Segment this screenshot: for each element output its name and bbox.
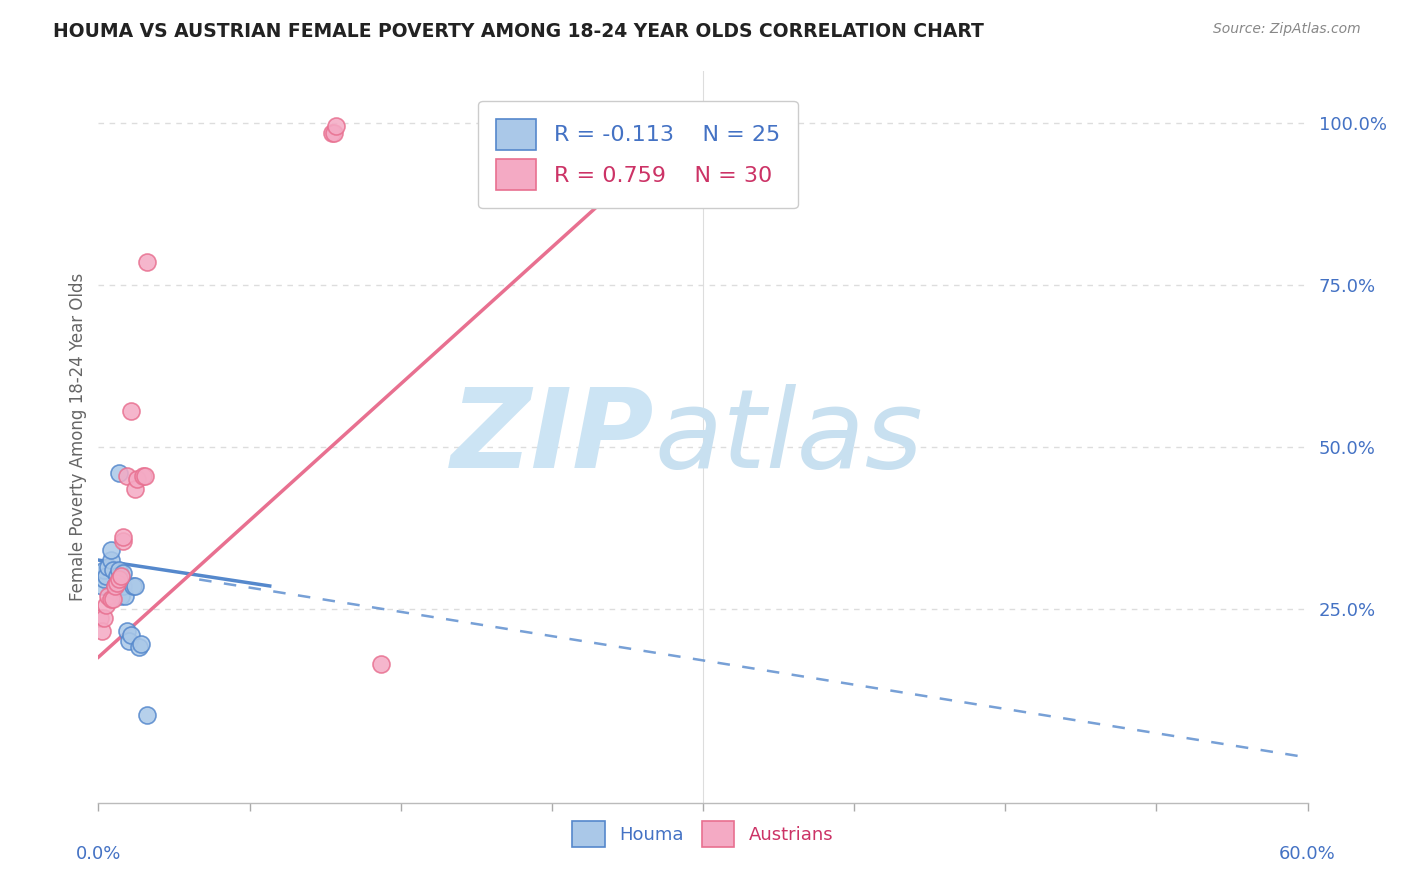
Point (96, 569, 118, 583)
Text: 60.0%: 60.0% (1279, 845, 1336, 863)
Text: HOUMA VS AUSTRIAN FEMALE POVERTY AMONG 18-24 YEAR OLDS CORRELATION CHART: HOUMA VS AUSTRIAN FEMALE POVERTY AMONG 1… (53, 22, 984, 41)
Point (100, 543, 122, 558)
Point (128, 640, 150, 655)
Point (125, 472, 148, 486)
Point (121, 579, 143, 593)
Point (114, 589, 136, 603)
Y-axis label: Female Poverty Among 18-24 Year Olds: Female Poverty Among 18-24 Year Olds (69, 273, 87, 601)
Point (101, 591, 124, 606)
Point (97, 559, 120, 574)
Point (111, 533, 134, 548)
Point (91, 579, 114, 593)
Point (111, 566, 134, 580)
Point (107, 466, 129, 480)
Point (100, 553, 122, 567)
Point (96, 599, 118, 613)
Point (103, 579, 125, 593)
Text: atlas: atlas (655, 384, 924, 491)
Point (93, 563, 115, 577)
Point (321, 126, 343, 140)
Point (103, 579, 125, 593)
Point (120, 404, 142, 418)
Point (101, 563, 124, 577)
Point (129, 637, 152, 651)
Point (132, 469, 155, 483)
Point (115, 624, 138, 639)
Point (107, 563, 129, 577)
Point (97, 589, 120, 603)
Point (111, 579, 134, 593)
Point (110, 589, 132, 603)
Point (89, 611, 111, 625)
Point (135, 255, 157, 269)
Point (621, 120, 644, 134)
Point (105, 579, 128, 593)
Text: ZIP: ZIP (451, 384, 655, 491)
Point (105, 575, 128, 590)
Point (520, 112, 543, 127)
Point (120, 627, 142, 641)
Point (526, 112, 548, 127)
Legend: Houma, Austrians: Houma, Austrians (564, 813, 842, 856)
Point (107, 573, 129, 587)
Point (93, 611, 115, 625)
Text: 0.0%: 0.0% (76, 845, 121, 863)
Point (510, 120, 533, 134)
Point (612, 120, 634, 134)
Point (124, 482, 146, 496)
Point (325, 120, 347, 134)
Point (105, 569, 128, 583)
Point (110, 569, 132, 583)
Point (111, 530, 134, 544)
Point (124, 579, 146, 593)
Text: Source: ZipAtlas.com: Source: ZipAtlas.com (1213, 22, 1361, 37)
Point (134, 469, 156, 483)
Point (135, 708, 157, 723)
Point (323, 126, 346, 140)
Point (91, 624, 114, 639)
Point (115, 469, 138, 483)
Point (93, 573, 115, 587)
Point (520, 112, 543, 127)
Point (100, 591, 122, 606)
Point (370, 657, 392, 671)
Point (118, 634, 141, 648)
